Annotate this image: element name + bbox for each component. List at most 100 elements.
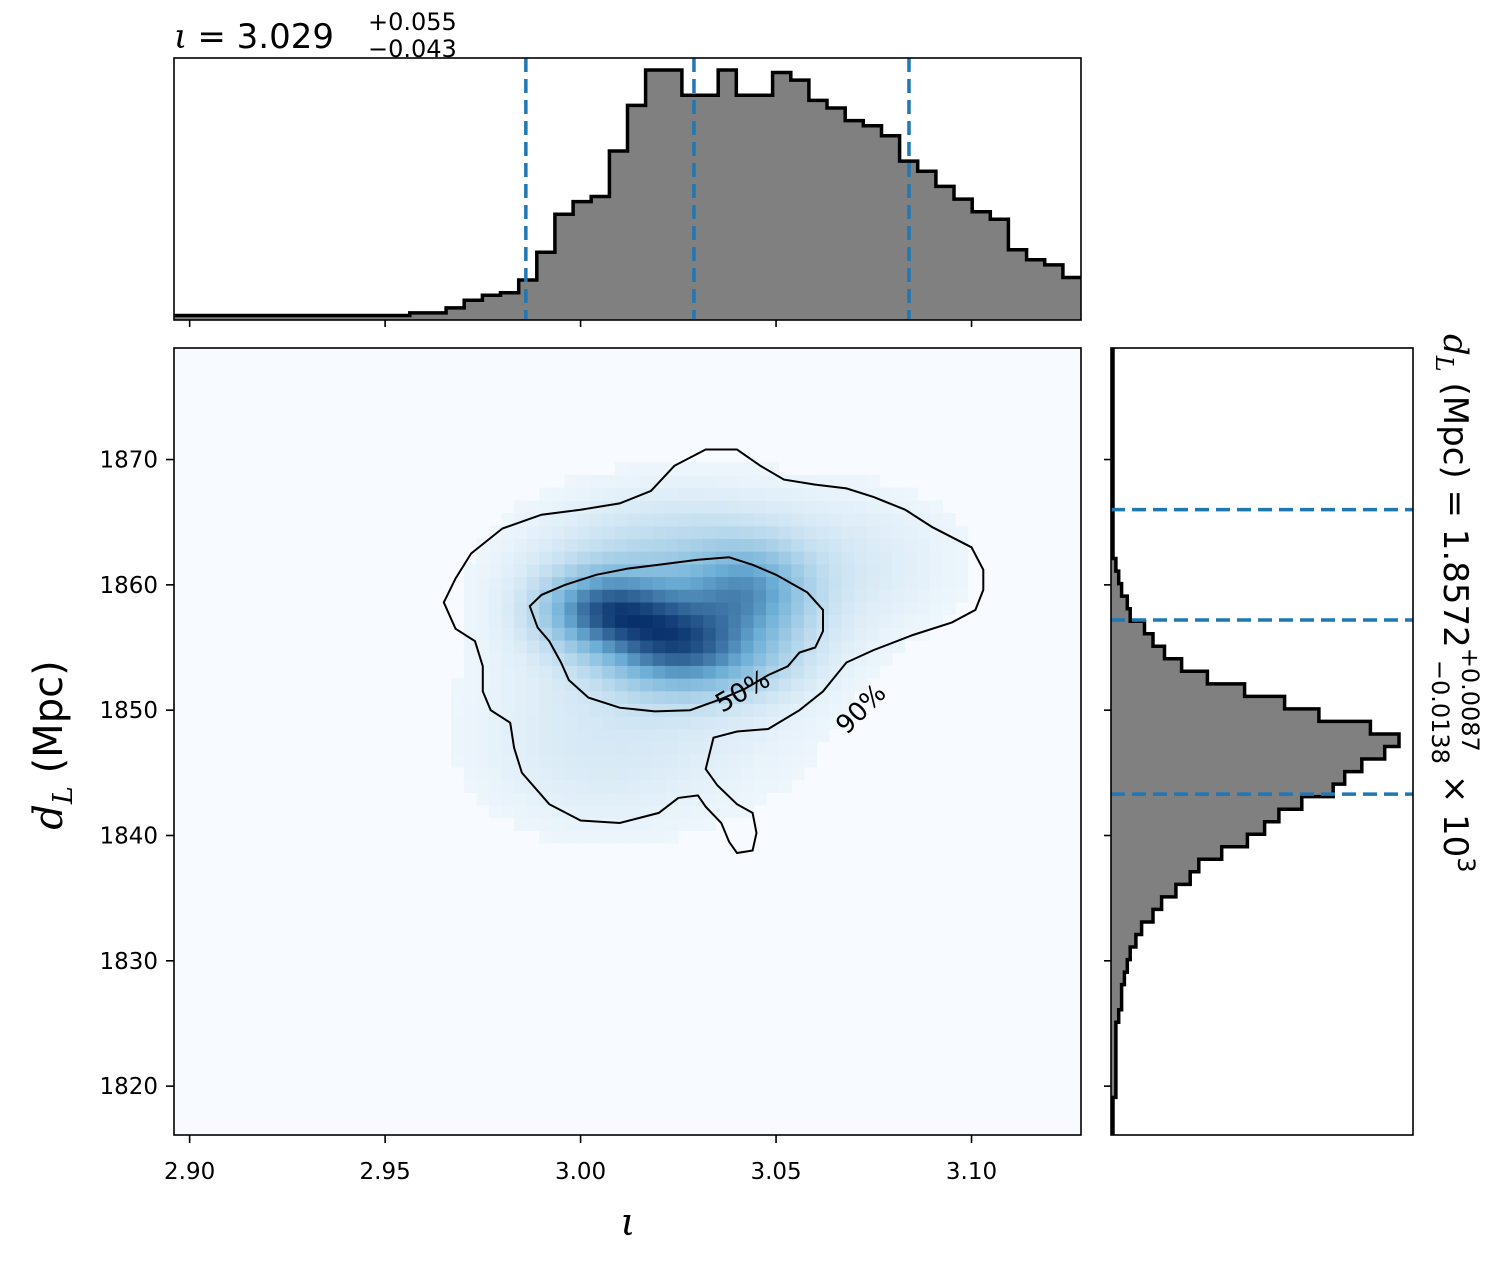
density-cell (514, 614, 528, 628)
density-cell (665, 487, 679, 501)
density-cell (690, 538, 704, 552)
density-cell (602, 639, 616, 654)
density-cell (551, 817, 566, 831)
density-cell (766, 487, 780, 501)
density-cell (627, 766, 641, 781)
density-cell (577, 589, 591, 603)
density-cell (703, 703, 717, 717)
density-cell (753, 690, 767, 705)
density-cell (703, 563, 717, 578)
density-cell (866, 513, 881, 527)
density-cell (514, 665, 528, 679)
density-cell (892, 487, 906, 501)
density-cell (488, 741, 503, 755)
density-cell (589, 601, 603, 616)
density-cell (539, 779, 553, 793)
density-cell (640, 589, 654, 603)
density-cell (577, 487, 591, 501)
density-cell (866, 614, 881, 628)
density-cell (766, 627, 780, 641)
density-cell (577, 792, 591, 806)
density-cell (514, 779, 528, 793)
density-cell (791, 652, 805, 666)
density-cell (589, 728, 603, 743)
density-cell (816, 525, 830, 539)
density-cell (703, 601, 717, 616)
density-cell (501, 513, 515, 527)
density-cell (816, 728, 830, 743)
density-cell (740, 792, 755, 806)
density-cell (766, 690, 780, 705)
density-cell (690, 678, 704, 692)
density-cell (551, 690, 566, 705)
density-cell (740, 563, 755, 578)
density-cell (917, 601, 931, 616)
density-cell (614, 513, 629, 527)
right-title-upper: +0.0087 (1456, 648, 1484, 752)
density-cell (690, 500, 704, 514)
density-cell (551, 627, 566, 641)
density-cell (866, 589, 881, 603)
density-cell (514, 703, 528, 717)
density-cell (778, 741, 792, 755)
density-cell (816, 538, 830, 552)
density-cell (564, 639, 578, 654)
density-cell (866, 665, 881, 679)
density-cell (476, 639, 490, 654)
density-cell (677, 639, 692, 654)
density-cell (564, 754, 578, 768)
density-cell (589, 589, 603, 603)
density-cell (665, 627, 679, 641)
density-cell (614, 487, 629, 501)
density-cell (602, 703, 616, 717)
density-cell (753, 462, 767, 476)
density-cell (501, 690, 515, 705)
density-cell (841, 513, 855, 527)
main-frame (173, 347, 1082, 1136)
density-cell (854, 614, 868, 628)
density-cell (728, 513, 742, 527)
density-cell (690, 639, 704, 654)
density-cell (640, 779, 654, 793)
density-cell (677, 589, 692, 603)
density-cell (690, 563, 704, 578)
density-cell (816, 576, 830, 590)
density-cell (526, 804, 540, 819)
density-heatmap (451, 462, 969, 844)
density-cell (740, 716, 755, 730)
density-cell (551, 525, 566, 539)
density-cell (879, 487, 893, 501)
density-cell (514, 601, 528, 616)
density-cell (854, 627, 868, 641)
density-cell (892, 513, 906, 527)
density-cell (551, 601, 566, 616)
density-cell (753, 792, 767, 806)
density-cell (665, 690, 679, 705)
density-cell (476, 792, 490, 806)
density-cell (614, 817, 629, 831)
density-cell (816, 513, 830, 527)
density-cell (766, 474, 780, 489)
main-density-panel: 50% 90% 2.90 2.95 3.00 3.05 3.10 18201830184… (26, 347, 1082, 1244)
density-cell (791, 551, 805, 565)
density-cell (564, 728, 578, 743)
density-cell (753, 589, 767, 603)
density-cell (892, 589, 906, 603)
density-cell (564, 589, 578, 603)
density-cell (539, 639, 553, 654)
density-cell (703, 525, 717, 539)
density-cell (451, 678, 465, 692)
right-title-lower: −0.0138 (1426, 660, 1454, 764)
density-cell (841, 525, 855, 539)
density-cell (640, 830, 654, 844)
density-cell (728, 576, 742, 590)
density-cell (640, 716, 654, 730)
right-title-scale: × 10 (1435, 764, 1475, 857)
density-cell (665, 652, 679, 666)
density-cell (690, 487, 704, 501)
density-cell (451, 703, 465, 717)
density-cell (879, 601, 893, 616)
density-cell (640, 525, 654, 539)
density-cell (463, 614, 477, 628)
density-cell (640, 462, 654, 476)
